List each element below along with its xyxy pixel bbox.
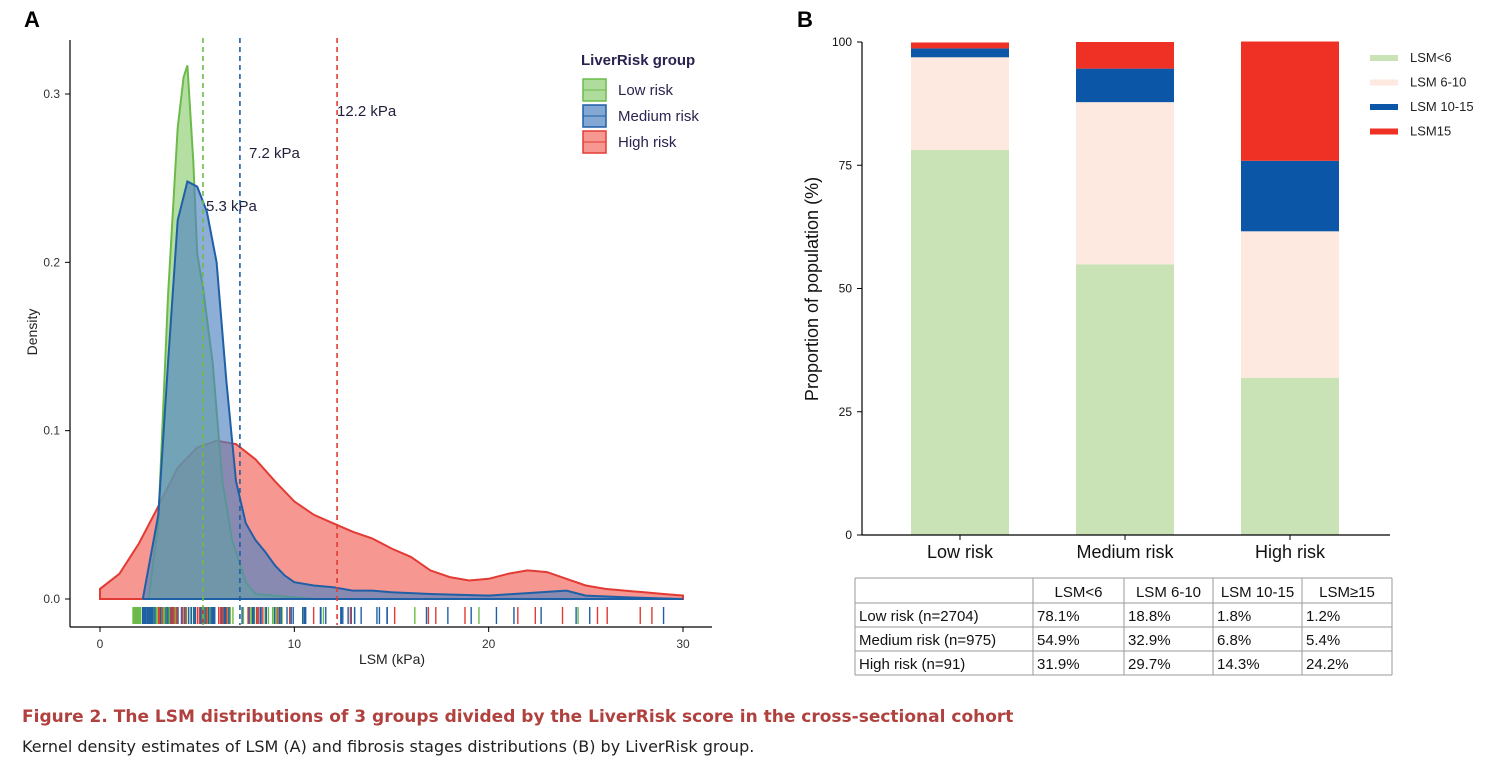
table-cell: 29.7%	[1128, 656, 1171, 673]
legend-label-low: Low risk	[618, 82, 674, 99]
density-areas	[99, 65, 684, 600]
a-x-tick-label: 30	[676, 637, 690, 651]
b-y-tick-label: 75	[839, 158, 853, 172]
table-row-label: High risk (n=91)	[859, 656, 965, 673]
table-header: LSM≥15	[1319, 584, 1375, 601]
legend-label-medium: Medium risk	[618, 108, 699, 125]
legend-label-high: High risk	[618, 134, 677, 151]
median-label-medium: 7.2 kPa	[249, 145, 301, 162]
panel-b: B Low risk Medium risk High risk 0 25 50 75 10…	[797, 7, 1474, 676]
bar-segment-bar_lsm10_15	[911, 48, 1009, 58]
b-legend: LSM<6 LSM 6-10 LSM 10-15 LSM15	[1370, 50, 1474, 139]
b-y-tick-label: 0	[845, 528, 852, 542]
a-y-tick-label: 0.3	[43, 87, 60, 101]
legend-label-bar_lsm6_10: LSM 6-10	[1410, 75, 1466, 90]
a-y-tick-label: 0.1	[43, 424, 60, 438]
table-header: LSM<6	[1055, 584, 1103, 601]
b-ticks: 0 25 50 75 100	[832, 35, 1291, 542]
legend-swatch-bar_lsm6	[1370, 55, 1398, 61]
a-x-tick-label: 20	[482, 637, 496, 651]
a-x-tick-label: 0	[97, 637, 104, 651]
rug-medium	[142, 607, 665, 624]
table-cell: 78.1%	[1037, 608, 1080, 625]
bar-segment-bar_lsm15	[1076, 42, 1174, 69]
table-cell: 31.9%	[1037, 656, 1080, 673]
panel-label-b: B	[797, 7, 813, 32]
rug-plot	[132, 607, 665, 624]
bar-group	[911, 42, 1009, 536]
legend-swatch-bar_lsm15	[1370, 128, 1398, 135]
bar-group	[1076, 42, 1174, 535]
table-cell: 6.8%	[1217, 632, 1251, 649]
a-y-tick-label: 0.0	[43, 592, 60, 606]
caption-title: Figure 2. The LSM distributions of 3 gro…	[22, 707, 1014, 727]
b-y-tick-label: 100	[832, 35, 852, 49]
b-x-tick-label: Medium risk	[1076, 542, 1174, 562]
figure: A 5.3 kPa 7.2 kPa 12.2 kPa 0 10 20 30 0.0 0.1 0.…	[24, 7, 1474, 676]
legend-label-bar_lsm6: LSM<6	[1410, 50, 1452, 65]
bar-segment-bar_lsm10_15	[1076, 68, 1174, 103]
median-label-high: 12.2 kPa	[337, 103, 397, 120]
legend-label-bar_lsm15: LSM15	[1410, 124, 1451, 139]
bar-segment-bar_lsm6	[1076, 264, 1174, 535]
table-cell: 1.8%	[1217, 608, 1251, 625]
b-y-tick-label: 50	[839, 282, 853, 296]
bar-segment-bar_lsm6_10	[1076, 102, 1174, 265]
panel-a: A 5.3 kPa 7.2 kPa 12.2 kPa 0 10 20 30 0.0 0.1 0.…	[24, 7, 712, 667]
stacked-bars: Low risk Medium risk High risk	[911, 41, 1339, 562]
legend-title: LiverRisk group	[581, 52, 695, 69]
table-cell: 14.3%	[1217, 656, 1260, 673]
b-x-tick-label: Low risk	[927, 542, 994, 562]
caption-text: Kernel density estimates of LSM (A) and …	[22, 737, 755, 756]
bar-segment-bar_lsm10_15	[1241, 160, 1339, 232]
bar-segment-bar_lsm6_10	[911, 57, 1009, 150]
median-label-low: 5.3 kPa	[206, 198, 258, 215]
bar-segment-bar_lsm6	[1241, 377, 1339, 535]
density-area-medium	[141, 180, 684, 600]
table-header: LSM 6-10	[1136, 584, 1201, 601]
a-y-label: Density	[24, 309, 40, 356]
bar-segment-bar_lsm15	[1241, 41, 1339, 161]
table-row-label: Low risk (n=2704)	[859, 608, 979, 625]
a-legend: LiverRisk group Low risk Medium risk High …	[581, 52, 699, 154]
legend-label-bar_lsm10_15: LSM 10-15	[1410, 99, 1474, 114]
median-lines: 5.3 kPa 7.2 kPa 12.2 kPa	[202, 38, 397, 625]
a-x-label: LSM (kPa)	[359, 651, 425, 667]
a-x-tick-label: 10	[288, 637, 302, 651]
table-header: LSM 10-15	[1221, 584, 1294, 601]
rug-high	[157, 607, 653, 624]
bar-group	[1241, 41, 1339, 535]
table-cell: 24.2%	[1306, 656, 1349, 673]
legend-swatch-bar_lsm6_10	[1370, 79, 1398, 86]
table-cell: 32.9%	[1128, 632, 1171, 649]
bar-segment-bar_lsm15	[911, 42, 1009, 49]
table-cell: 5.4%	[1306, 632, 1340, 649]
b-x-tick-label: High risk	[1255, 542, 1326, 562]
table-cell: 54.9%	[1037, 632, 1080, 649]
b-y-tick-label: 25	[839, 405, 853, 419]
b-y-label: Proportion of population (%)	[802, 177, 822, 401]
panel-label-a: A	[24, 7, 40, 32]
a-ticks: 0 10 20 30 0.0 0.1 0.2 0.3	[43, 87, 690, 651]
bar-segment-bar_lsm6_10	[1241, 231, 1339, 378]
table-cell: 18.8%	[1128, 608, 1171, 625]
a-y-tick-label: 0.2	[43, 255, 60, 269]
table-cell: 1.2%	[1306, 608, 1340, 625]
table-row-label: Medium risk (n=975)	[859, 632, 996, 649]
legend-swatch-bar_lsm10_15	[1370, 104, 1398, 110]
summary-table: LSM<6 LSM 6-10 LSM 10-15 LSM≥15 Low risk (n=…	[854, 577, 1393, 676]
bar-segment-bar_lsm6	[911, 149, 1009, 536]
